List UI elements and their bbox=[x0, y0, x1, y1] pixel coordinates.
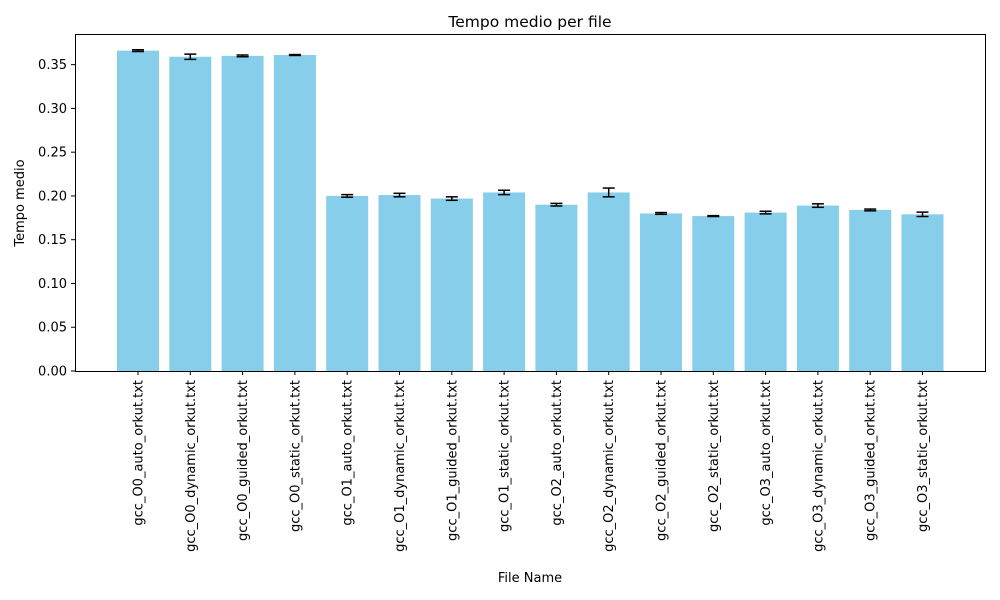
x-tick-label: gcc_O2_dynamic_orkut.txt bbox=[602, 380, 617, 552]
x-tick-label: gcc_O0_auto_orkut.txt bbox=[132, 380, 147, 526]
x-tick-label: gcc_O0_static_orkut.txt bbox=[288, 380, 303, 532]
bar bbox=[796, 205, 839, 371]
bar bbox=[221, 55, 264, 371]
y-tick-label: 0.05 bbox=[38, 321, 67, 336]
x-axis: gcc_O0_auto_orkut.txt gcc_O0_dynamic_orku… bbox=[132, 371, 931, 552]
bar bbox=[430, 198, 473, 371]
bars-group bbox=[117, 50, 944, 372]
x-tick-label: gcc_O2_static_orkut.txt bbox=[707, 380, 722, 532]
bar bbox=[640, 213, 682, 371]
y-tick-label: 0.10 bbox=[38, 277, 67, 292]
y-tick-label: 0.30 bbox=[38, 102, 67, 117]
bar bbox=[378, 195, 421, 371]
x-tick-label: gcc_O2_auto_orkut.txt bbox=[550, 380, 565, 526]
x-tick-label: gcc_O0_dynamic_orkut.txt bbox=[184, 380, 199, 552]
bar bbox=[744, 212, 787, 371]
bar bbox=[483, 192, 526, 371]
bar bbox=[273, 55, 316, 372]
x-tick-label: gcc_O3_static_orkut.txt bbox=[916, 380, 931, 532]
bar bbox=[849, 209, 892, 371]
x-tick-label: gcc_O1_static_orkut.txt bbox=[498, 380, 513, 532]
chart-title: Tempo medio per file bbox=[447, 13, 611, 31]
x-tick-label: gcc_O1_auto_orkut.txt bbox=[341, 380, 356, 526]
x-tick-label: gcc_O3_auto_orkut.txt bbox=[759, 380, 774, 526]
x-axis-title: File Name bbox=[498, 571, 562, 586]
bar bbox=[535, 204, 578, 371]
x-tick-label: gcc_O3_dynamic_orkut.txt bbox=[811, 380, 826, 552]
x-tick-label: gcc_O1_dynamic_orkut.txt bbox=[393, 380, 408, 552]
bar bbox=[901, 214, 944, 371]
x-tick-label: gcc_O3_guided_orkut.txt bbox=[864, 380, 879, 541]
bar bbox=[117, 50, 159, 372]
y-axis: 0.00 0.05 0.10 0.15 0.20 0.25 0.30 0.35 bbox=[38, 58, 75, 380]
x-tick-label: gcc_O1_guided_orkut.txt bbox=[445, 380, 460, 541]
x-tick-label: gcc_O2_guided_orkut.txt bbox=[655, 380, 670, 541]
y-tick-label: 0.35 bbox=[38, 58, 67, 73]
bar bbox=[692, 216, 735, 371]
y-tick-label: 0.00 bbox=[38, 365, 67, 380]
y-axis-title: Tempo medio bbox=[13, 159, 28, 247]
bar bbox=[587, 192, 630, 371]
plot-frame bbox=[75, 34, 986, 372]
y-tick-label: 0.25 bbox=[38, 146, 67, 161]
y-tick-label: 0.15 bbox=[38, 233, 67, 248]
y-tick-label: 0.20 bbox=[38, 189, 67, 204]
error-bars-group bbox=[132, 49, 929, 218]
x-tick-label: gcc_O0_guided_orkut.txt bbox=[236, 380, 251, 541]
bar bbox=[326, 195, 369, 371]
bar bbox=[169, 56, 212, 371]
